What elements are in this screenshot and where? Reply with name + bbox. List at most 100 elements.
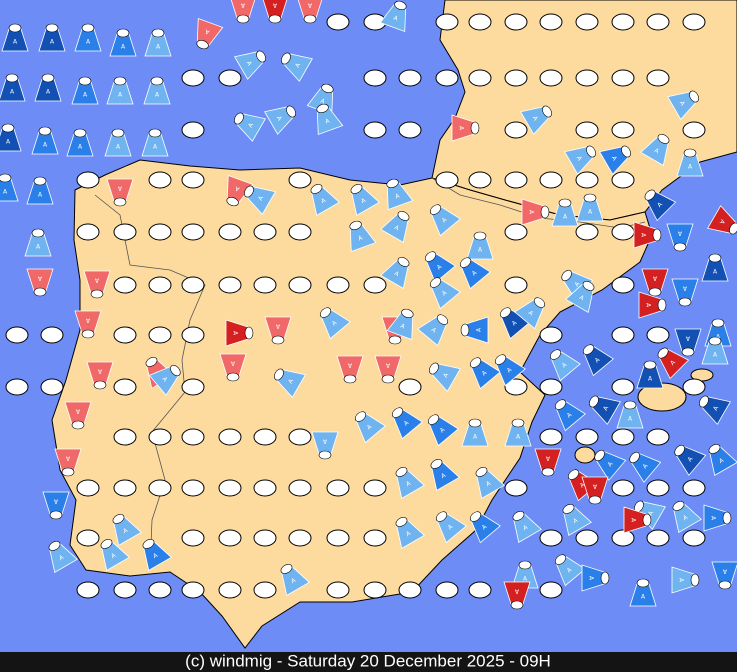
wind-letter: A: [641, 462, 650, 470]
wind-arrow: A: [0, 73, 26, 102]
wind-cap: [0, 173, 12, 183]
wind-arrow: A: [551, 198, 579, 227]
wind-cap: [623, 400, 637, 410]
wind-cap: [145, 357, 158, 367]
wind-cap: [683, 148, 697, 158]
wind-cap: [391, 407, 404, 418]
wind-arrow: A: [424, 251, 456, 284]
wind-arrow: A: [475, 467, 505, 499]
wind-arrow: A: [676, 148, 704, 177]
wind-cap: [41, 73, 55, 83]
wind-cap: [397, 257, 410, 267]
calm-marker: [575, 529, 599, 547]
calm-marker: [646, 428, 670, 446]
calm-marker: [504, 223, 528, 241]
wind-cap: [8, 23, 22, 33]
wind-cap: [582, 344, 595, 355]
wind-letter: A: [36, 244, 41, 251]
wind-arrow: A: [672, 501, 702, 533]
wind-cap: [510, 600, 524, 610]
wind-letter: A: [713, 352, 718, 359]
wind-cap: [429, 277, 442, 288]
wind-letter: A: [514, 588, 519, 595]
calm-marker: [113, 581, 137, 599]
wind-cap: [38, 126, 52, 136]
calm-marker: [611, 69, 635, 87]
wind-letter: A: [481, 369, 489, 378]
calm-marker: [363, 69, 387, 87]
wind-cap: [150, 76, 164, 86]
wind-letter: A: [393, 270, 401, 279]
wind-cap: [681, 347, 695, 357]
wind-cap: [673, 242, 687, 252]
calm-marker: [113, 378, 137, 396]
wind-arrow: A: [24, 228, 52, 257]
wind-letter: A: [94, 277, 99, 284]
wind-letter: A: [394, 192, 401, 200]
wind-arrow: A: [196, 17, 224, 50]
wind-arrow: A: [708, 444, 737, 476]
wind-letter: A: [156, 44, 161, 51]
calm-marker: [40, 378, 64, 396]
wind-cap: [644, 189, 656, 201]
calm-marker: [76, 223, 100, 241]
wind-cap: [621, 145, 631, 158]
wind-letter: A: [592, 483, 597, 490]
calm-marker: [363, 276, 387, 294]
calm-marker: [682, 378, 706, 396]
calm-marker: [253, 479, 277, 497]
wind-arrow: A: [64, 401, 92, 430]
wind-arrow: A: [633, 221, 662, 249]
wind-cap: [435, 511, 448, 522]
wind-arrow: A: [104, 128, 132, 157]
wind-letter: A: [606, 460, 615, 468]
wind-arrow: A: [141, 128, 169, 157]
wind-cap: [316, 103, 329, 114]
wind-arrow: A: [534, 448, 562, 477]
wind-cap: [678, 297, 692, 307]
wind-letter: A: [630, 518, 637, 523]
wind-arrow: A: [1, 23, 29, 52]
wind-letter: A: [713, 269, 718, 276]
wind-letter: A: [331, 319, 339, 328]
wind-letter: A: [203, 27, 210, 35]
wind-cap: [93, 380, 107, 390]
wind-letter: A: [161, 376, 170, 384]
wind-arrow: A: [499, 307, 531, 340]
calm-marker: [468, 69, 492, 87]
wind-letter: A: [65, 455, 70, 462]
wind-letter: A: [506, 366, 514, 375]
wind-letter: A: [85, 317, 90, 324]
wind-letter: A: [347, 362, 352, 369]
wind-letter: A: [403, 419, 411, 428]
wind-cap: [244, 185, 254, 198]
wind-arrow: A: [234, 112, 266, 142]
wind-arrow: A: [671, 278, 699, 307]
wind-cap: [151, 28, 165, 38]
calm-marker: [326, 581, 350, 599]
wind-arrow: A: [0, 123, 22, 152]
wind-arrow: A: [395, 467, 425, 499]
wind-arrow: A: [26, 268, 54, 297]
calm-marker: [611, 479, 635, 497]
wind-letter: A: [485, 480, 493, 489]
calm-marker: [113, 479, 137, 497]
wind-arrow: A: [674, 444, 707, 476]
wind-letter: A: [545, 455, 550, 462]
calm-marker: [575, 13, 599, 31]
wind-arrow: A: [234, 50, 266, 80]
calm-marker: [575, 69, 599, 87]
calm-marker: [148, 581, 172, 599]
calm-marker: [504, 69, 528, 87]
wind-letter: A: [287, 377, 296, 385]
wind-arrow: A: [349, 220, 377, 253]
wind-cap: [699, 395, 709, 408]
wind-letter: A: [290, 577, 298, 586]
wind-cap: [657, 347, 669, 359]
wind-letter: A: [645, 303, 652, 308]
wind-arrow: A: [427, 414, 459, 447]
wind-letter: A: [442, 371, 451, 379]
wind-cap: [469, 357, 482, 368]
calm-marker: [326, 276, 350, 294]
wind-cap: [562, 504, 575, 514]
